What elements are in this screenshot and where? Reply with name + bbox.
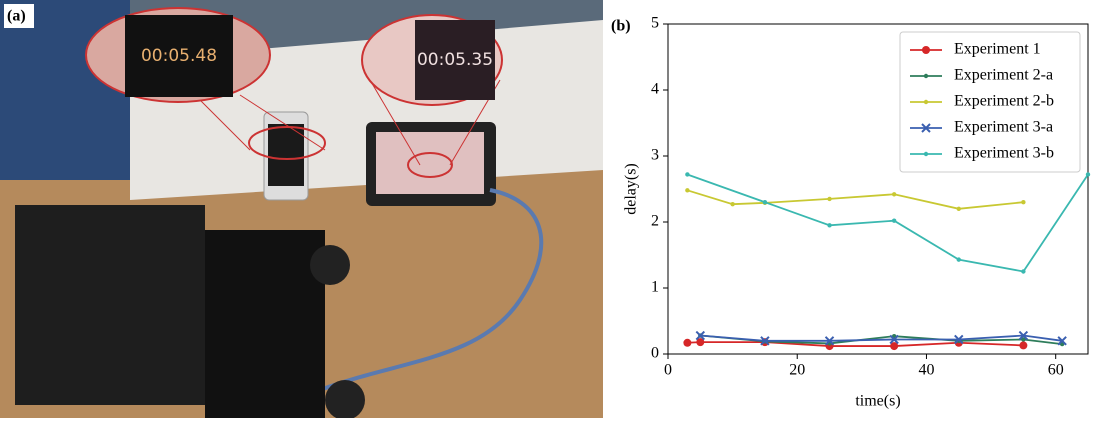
marker (892, 218, 896, 222)
panel-label: (b) (611, 18, 631, 35)
line (687, 342, 1023, 346)
y-tick-label: 5 (651, 15, 659, 32)
marker (763, 200, 767, 204)
marker (957, 207, 961, 211)
stopwatch-left: 00:05.48 (141, 46, 217, 66)
marker (1021, 200, 1025, 204)
y-tick-label: 0 (651, 345, 659, 362)
y-tick-label: 1 (651, 279, 659, 296)
legend-label: Experiment 3-a (954, 119, 1053, 136)
marker (730, 202, 734, 206)
robot (205, 230, 325, 418)
marker (957, 257, 961, 261)
x-tick-label: 60 (1048, 362, 1064, 379)
marker (1019, 341, 1027, 349)
legend-marker (924, 74, 928, 78)
x-tick-label: 40 (918, 362, 934, 379)
marker (683, 339, 691, 347)
legend-marker (924, 152, 928, 156)
monitor-screen (376, 132, 484, 194)
photo: 00:05.48 00:05.35 (a) (0, 0, 603, 418)
stopwatch-right: 00:05.35 (417, 50, 493, 70)
marker (1021, 269, 1025, 273)
y-tick-label: 3 (651, 147, 659, 164)
legend-marker (924, 100, 928, 104)
legend-label: Experiment 2-a (954, 67, 1053, 84)
x-tick-label: 0 (664, 362, 672, 379)
legend-label: Experiment 3-b (954, 145, 1054, 162)
marker (685, 188, 689, 192)
marker (827, 223, 831, 227)
marker (1086, 172, 1090, 176)
marker (827, 197, 831, 201)
x-axis-label: time(s) (855, 393, 900, 410)
line (687, 174, 1088, 271)
series (685, 172, 1090, 273)
box (15, 205, 205, 405)
legend-marker (922, 46, 930, 54)
legend-label: Experiment 1 (954, 41, 1041, 58)
y-tick-label: 4 (651, 81, 659, 98)
legend-label: Experiment 2-b (954, 93, 1054, 110)
marker (892, 192, 896, 196)
x-tick-label: 20 (789, 362, 805, 379)
panel-label: (a) (7, 8, 26, 25)
y-tick-label: 2 (651, 213, 659, 230)
wheel (310, 245, 350, 285)
figure: 00:05.48 00:05.35 (a) (b) time(s) delay(… (0, 0, 1101, 418)
y-axis-label: delay(s) (623, 163, 640, 215)
marker (685, 172, 689, 176)
